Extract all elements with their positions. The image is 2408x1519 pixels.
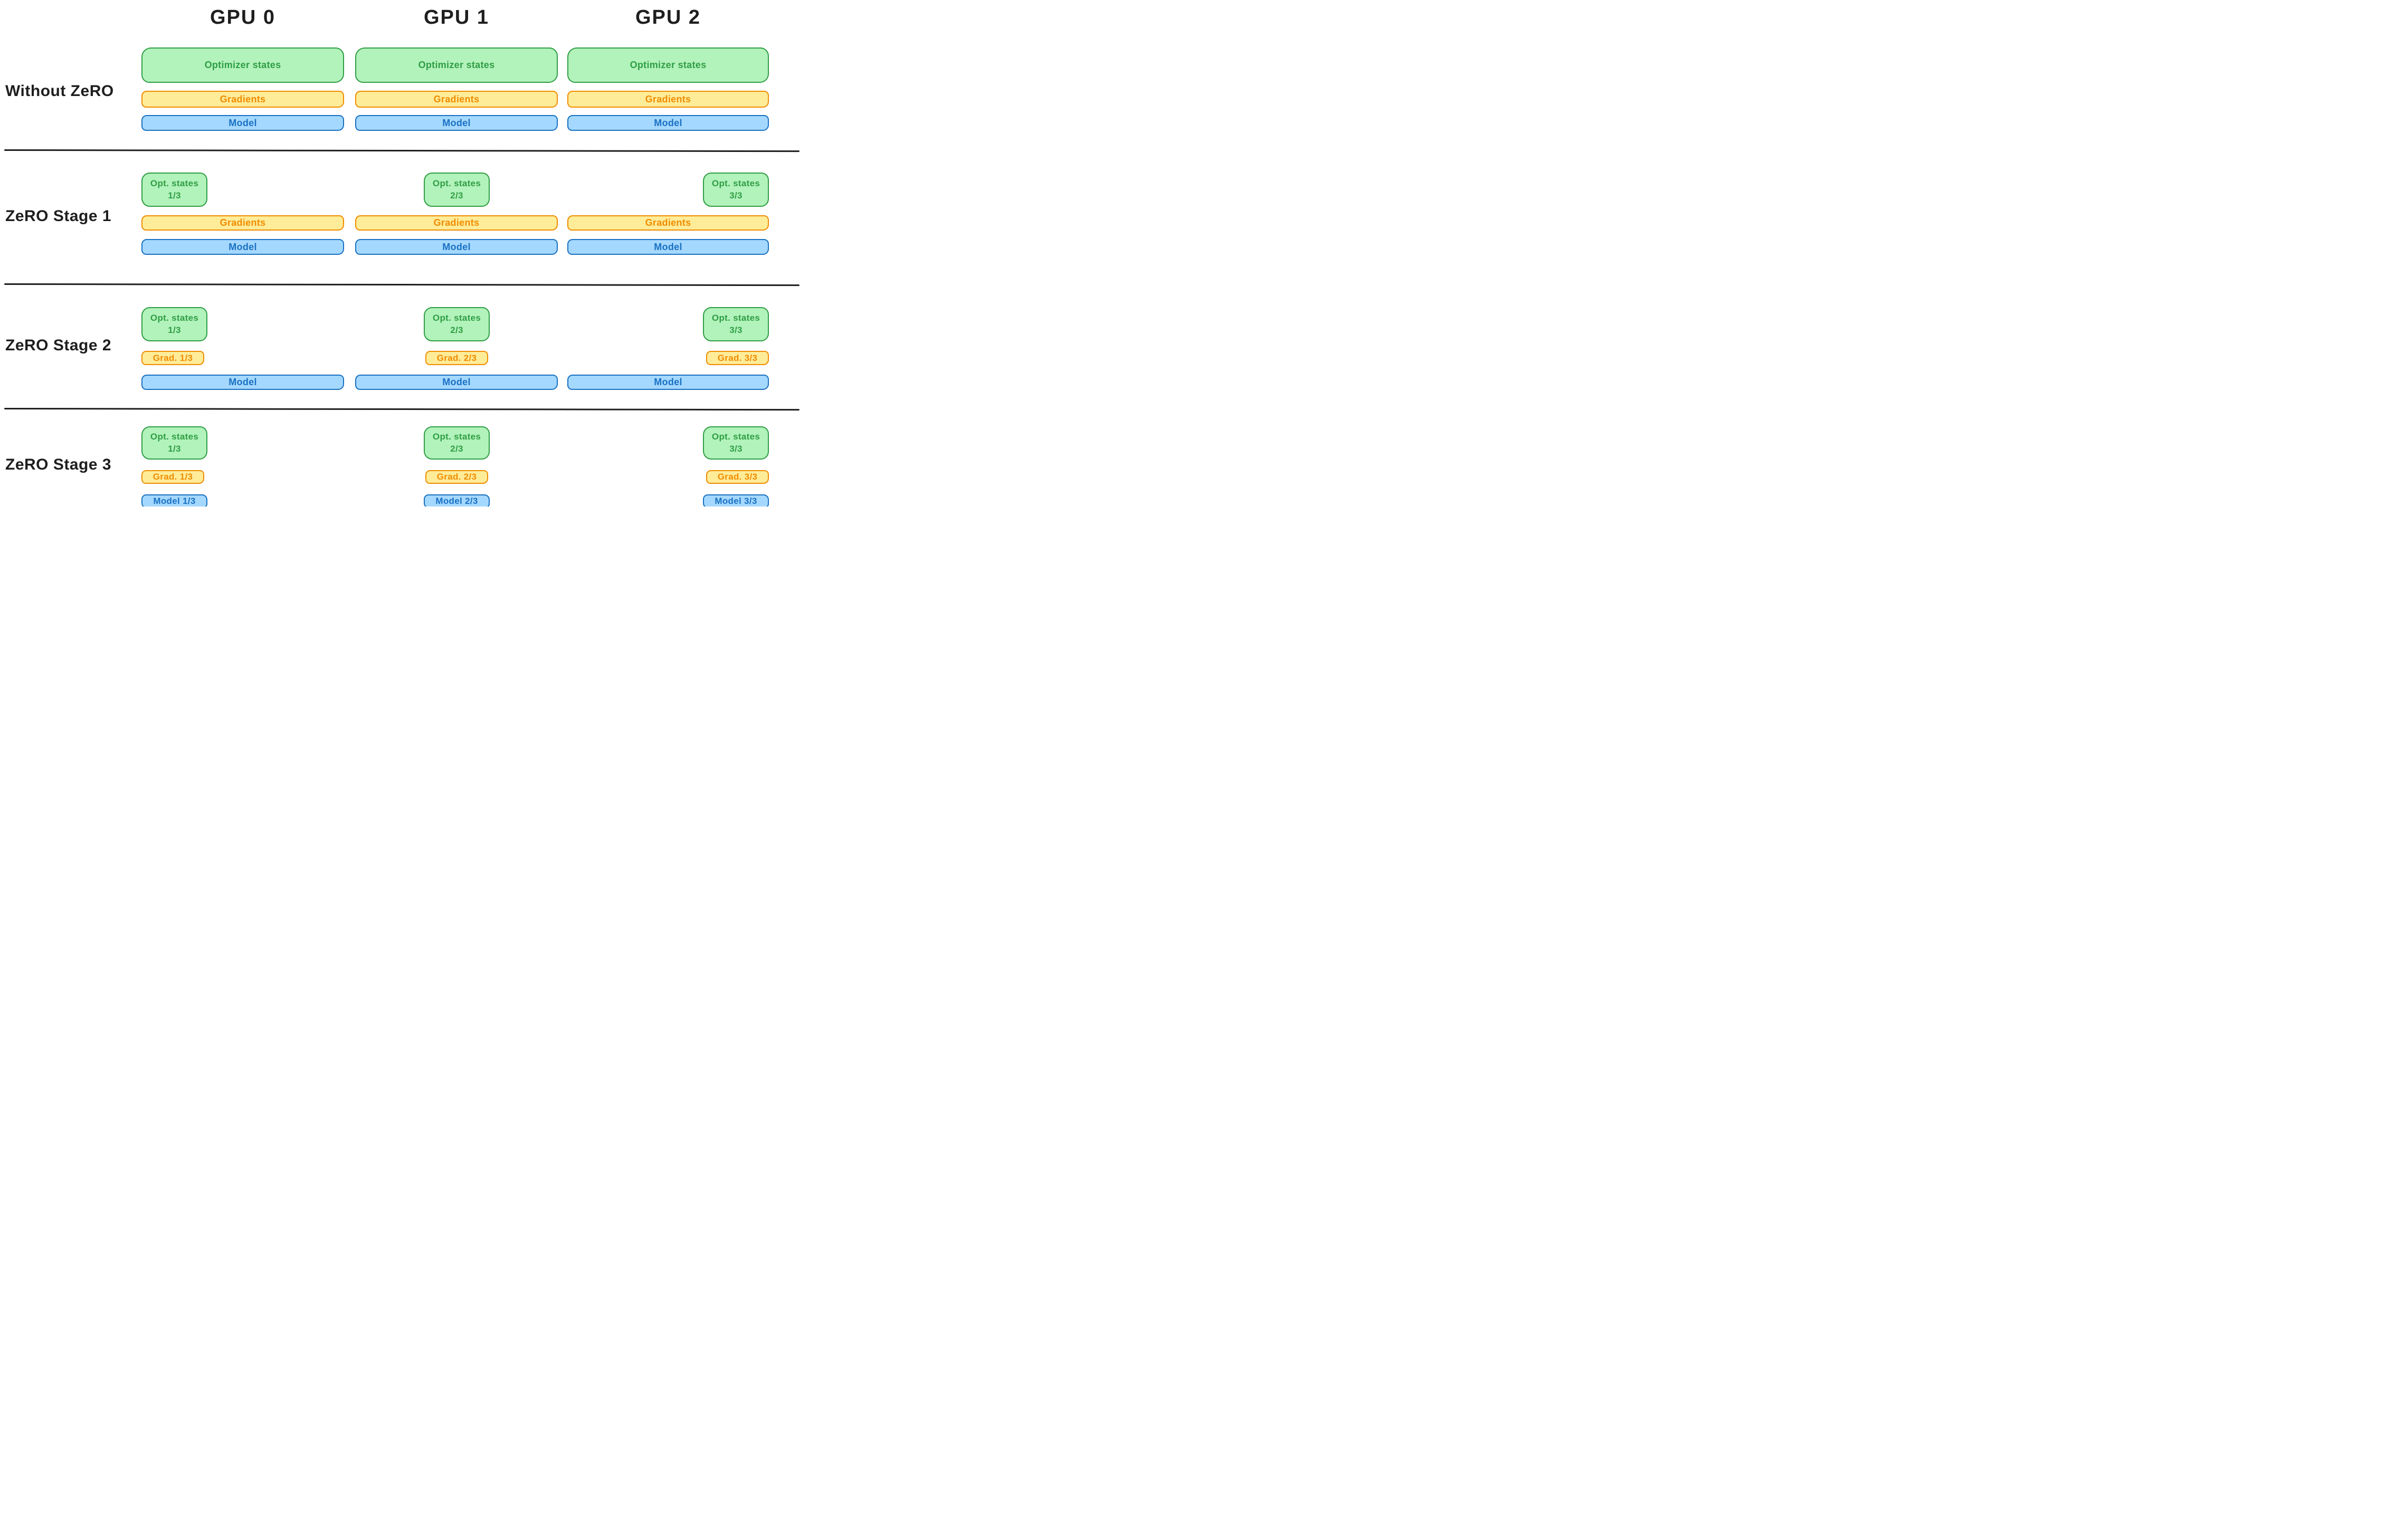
optimizer-shard-box: Opt. states 1/3 [141,307,207,341]
gradients-box-label: Gradients [220,217,266,228]
row-divider [4,283,800,286]
model-box: Model [567,115,769,131]
gradients-shard-label: Grad. 3/3 [717,472,758,482]
optimizer-shard-box: Opt. states 1/3 [141,173,207,207]
model-box: Model [141,375,344,390]
model-box: Model [355,115,558,131]
model-shard-box: Model 1/3 [141,494,207,507]
optimizer-shard-label: Opt. states [150,431,199,442]
gradients-shard-box: Grad. 1/3 [141,470,204,484]
optimizer-shard-fraction: 3/3 [729,324,743,335]
gradients-shard-label: Grad. 2/3 [436,352,477,363]
model-box: Model [141,115,344,131]
model-shard-label: Model 1/3 [153,496,196,506]
model-box: Model [355,239,558,255]
gpu-0-header: GPU 0 [210,6,276,28]
model-box-label: Model [654,241,682,252]
gradients-shard-box: Grad. 3/3 [706,470,769,484]
model-shard-box: Model 2/3 [424,494,490,507]
gradients-shard-box: Grad. 1/3 [141,351,204,365]
gradients-box: Gradients [567,215,769,231]
optimizer-box: Optimizer states [355,47,558,83]
gradients-shard-label: Grad. 1/3 [153,352,193,363]
optimizer-shard-fraction: 3/3 [729,443,743,454]
optimizer-box-label: Optimizer states [418,60,495,70]
model-box: Model [567,375,769,390]
zero-stages-diagram: GPU 0 GPU 1 GPU 2 Without ZeRO Optimizer… [0,0,803,507]
optimizer-shard-box: Opt. states 3/3 [703,307,769,341]
gradients-shard-box: Grad. 2/3 [425,470,488,484]
model-shard-box: Model 3/3 [703,494,769,507]
model-shard-label: Model 2/3 [435,496,478,506]
model-shard-label: Model 3/3 [715,496,757,506]
optimizer-shard-fraction: 3/3 [729,190,743,200]
row-divider [4,149,800,152]
model-box: Model [141,239,344,255]
optimizer-shard-label: Opt. states [150,178,199,188]
row-label-zero-stage-1: ZeRO Stage 1 [5,207,112,225]
optimizer-box-label: Optimizer states [630,60,707,70]
gradients-shard-label: Grad. 1/3 [153,472,193,482]
optimizer-shard-fraction: 1/3 [168,443,181,454]
model-box-label: Model [229,117,257,128]
optimizer-shard-fraction: 2/3 [450,443,463,454]
optimizer-shard-fraction: 1/3 [168,190,181,200]
optimizer-shard-box: Opt. states 2/3 [424,173,490,207]
optimizer-shard-box: Opt. states 1/3 [141,426,207,460]
optimizer-shard-box: Opt. states 3/3 [703,426,769,460]
optimizer-shard-box: Opt. states 2/3 [424,426,490,460]
gradients-box: Gradients [355,215,558,231]
model-box-label: Model [442,241,471,252]
gradients-box-label: Gradients [220,93,266,104]
gpu-2-header: GPU 2 [635,6,701,28]
model-box-label: Model [229,377,257,387]
gradients-box-label: Gradients [433,217,480,228]
row-label-zero-stage-2: ZeRO Stage 2 [5,337,112,354]
optimizer-shard-label: Opt. states [711,178,760,188]
gpu-1-header: GPU 1 [423,6,490,28]
optimizer-shard-label: Opt. states [711,312,760,323]
optimizer-shard-fraction: 2/3 [450,190,463,200]
model-box-label: Model [229,241,257,252]
row-divider [4,408,800,411]
gradients-box-label: Gradients [645,217,691,228]
optimizer-box-label: Optimizer states [204,60,281,70]
gradients-box-label: Gradients [433,93,480,104]
model-box: Model [355,375,558,390]
gradients-box: Gradients [567,91,769,108]
optimizer-shard-box: Opt. states 3/3 [703,173,769,207]
gradients-shard-label: Grad. 2/3 [436,472,477,482]
row-label-zero-stage-3: ZeRO Stage 3 [5,456,112,473]
model-box-label: Model [442,117,471,128]
model-box-label: Model [654,377,682,387]
gradients-box-label: Gradients [645,93,691,104]
optimizer-shard-label: Opt. states [432,431,481,442]
gradients-box: Gradients [141,215,344,231]
optimizer-shard-fraction: 2/3 [450,324,463,335]
optimizer-shard-box: Opt. states 2/3 [424,307,490,341]
model-box-label: Model [654,117,682,128]
model-box: Model [567,239,769,255]
gradients-box: Gradients [355,91,558,108]
gradients-shard-box: Grad. 3/3 [706,351,769,365]
optimizer-shard-label: Opt. states [432,312,481,323]
model-box-label: Model [442,377,471,387]
optimizer-shard-label: Opt. states [432,178,481,188]
gradients-shard-label: Grad. 3/3 [717,352,758,363]
optimizer-shard-label: Opt. states [711,431,760,442]
row-label-without-zero: Without ZeRO [5,82,114,100]
gradients-box: Gradients [141,91,344,108]
optimizer-shard-label: Opt. states [150,312,199,323]
optimizer-shard-fraction: 1/3 [168,324,181,335]
optimizer-box: Optimizer states [141,47,344,83]
gradients-shard-box: Grad. 2/3 [425,351,488,365]
optimizer-box: Optimizer states [567,47,769,83]
